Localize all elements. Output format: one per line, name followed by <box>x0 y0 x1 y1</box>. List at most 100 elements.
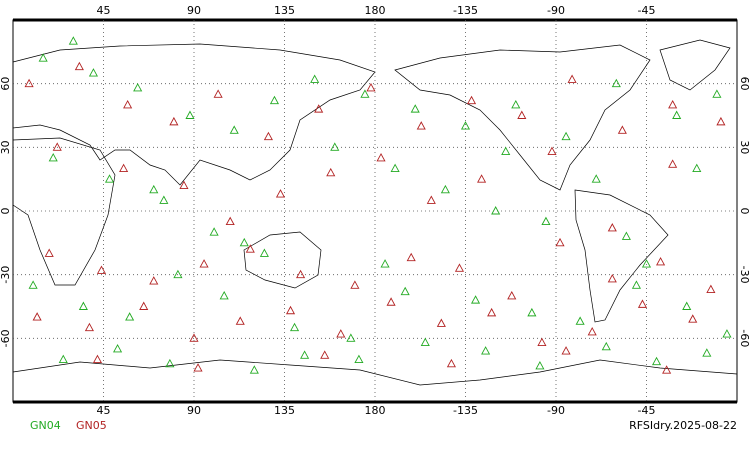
observation-marker <box>631 280 642 289</box>
observation-marker <box>193 363 203 372</box>
observation-marker <box>561 131 571 141</box>
observation-marker <box>555 237 565 247</box>
observation-marker <box>58 354 68 364</box>
observation-marker <box>406 252 416 262</box>
observation-marker <box>123 99 133 109</box>
observation-marker <box>386 297 396 306</box>
observation-marker <box>139 301 149 310</box>
observation-marker <box>300 350 310 359</box>
observation-marker <box>511 99 521 109</box>
observation-marker <box>561 346 571 355</box>
x-tick-label: 45 <box>97 404 111 417</box>
observation-marker <box>88 68 99 77</box>
observation-marker <box>68 36 78 45</box>
observation-marker <box>491 206 501 215</box>
observation-marker <box>477 174 487 183</box>
observation-marker <box>470 295 481 304</box>
x-tick-label: 90 <box>187 404 201 417</box>
observation-marker <box>706 284 716 293</box>
observation-marker <box>662 365 672 374</box>
observation-marker <box>354 354 364 364</box>
observation-marker <box>149 184 159 194</box>
observation-marker <box>360 89 370 98</box>
observation-marker <box>52 142 62 151</box>
observation-marker <box>460 121 471 130</box>
observation-marker <box>173 269 183 279</box>
observation-marker <box>199 259 209 268</box>
observation-marker <box>591 174 601 183</box>
observation-marker <box>537 337 547 347</box>
observation-marker <box>366 82 376 92</box>
observation-marker <box>159 195 169 204</box>
observation-marker <box>245 244 255 253</box>
x-tick-label: -135 <box>453 404 478 417</box>
observation-marker <box>575 316 585 325</box>
observation-marker <box>38 53 48 62</box>
observation-marker <box>436 318 446 327</box>
y-tick-label: -30 <box>0 266 12 284</box>
x-tick-label: 90 <box>187 4 201 17</box>
observation-marker <box>637 299 648 308</box>
observation-marker <box>113 344 123 353</box>
observation-marker <box>225 216 235 226</box>
observation-marker <box>688 314 698 323</box>
observation-marker <box>607 273 617 283</box>
observation-marker <box>487 307 497 317</box>
observation-marker <box>587 327 597 336</box>
observation-marker <box>229 125 239 134</box>
observation-marker <box>92 354 103 364</box>
x-tick-label: 180 <box>365 404 386 417</box>
observation-marker <box>416 121 426 130</box>
observation-marker <box>74 61 84 71</box>
observation-marker <box>481 346 491 355</box>
observation-marker <box>125 312 135 321</box>
observation-marker <box>426 195 436 204</box>
y-tick-label: -60 <box>0 329 12 347</box>
x-tick-label: 135 <box>274 4 295 17</box>
observation-marker <box>501 146 511 156</box>
observation-marker <box>219 290 229 300</box>
y-tick-label: 60 <box>738 77 750 91</box>
observation-marker <box>269 95 280 105</box>
observation-marker <box>149 276 159 285</box>
observation-marker <box>104 174 115 183</box>
observation-marker <box>48 153 58 162</box>
observation-marker <box>96 265 107 274</box>
x-tick-label: -90 <box>547 4 565 17</box>
observation-marker <box>527 307 537 317</box>
observation-marker <box>259 248 269 257</box>
observation-marker <box>189 333 199 342</box>
observation-marker <box>668 99 678 109</box>
observation-marker <box>314 104 324 113</box>
observation-marker <box>656 256 666 266</box>
observation-marker <box>310 74 320 83</box>
observation-marker <box>84 322 94 332</box>
y-tick-label: 0 <box>738 208 750 215</box>
observation-marker <box>517 110 527 119</box>
observation-marker <box>285 305 296 315</box>
x-tick-label: 180 <box>365 4 386 17</box>
observation-marker <box>346 333 356 342</box>
observation-marker <box>466 95 477 105</box>
observation-marker <box>44 248 54 257</box>
observation-marker <box>169 116 179 126</box>
observation-marker <box>535 360 545 370</box>
observation-marker <box>607 223 617 232</box>
observation-marker <box>722 329 732 338</box>
legend-entry: GN04 <box>30 419 61 432</box>
observation-marker <box>350 280 360 289</box>
observation-marker <box>119 163 129 173</box>
observation-marker <box>440 184 450 194</box>
legend-entry: GN05 <box>76 419 107 432</box>
observation-marker <box>179 180 189 189</box>
observation-marker <box>209 227 219 236</box>
x-tick-label: -90 <box>547 404 565 417</box>
observation-marker <box>420 337 430 347</box>
observation-marker <box>672 110 682 119</box>
observation-marker <box>410 104 420 113</box>
observation-marker <box>454 263 465 272</box>
observation-marker <box>541 216 551 226</box>
observation-marker <box>326 167 336 177</box>
observation-marker <box>78 301 88 310</box>
